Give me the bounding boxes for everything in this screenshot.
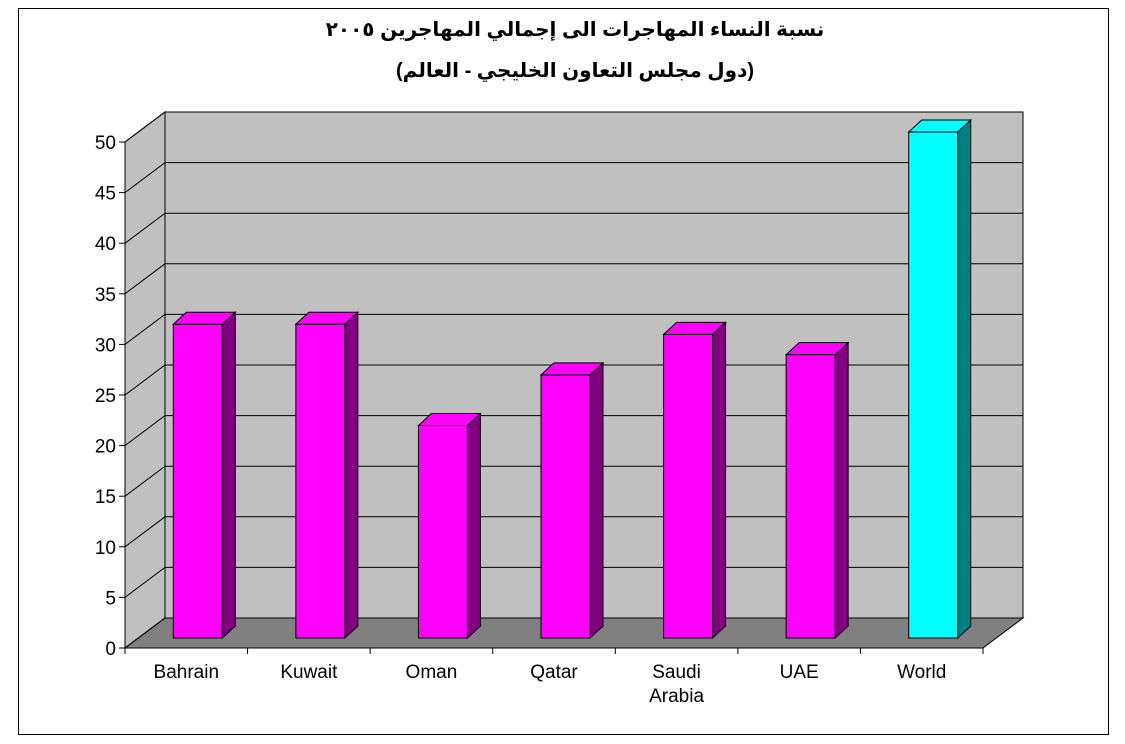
bar bbox=[662, 321, 727, 640]
x-tick-label: UAE bbox=[779, 662, 819, 683]
bar-front bbox=[172, 323, 223, 639]
bar-side bbox=[466, 412, 481, 640]
grid-line bbox=[124, 263, 1023, 295]
bar-top bbox=[784, 342, 850, 356]
y-tick-label: 10 bbox=[95, 538, 116, 559]
bar-top bbox=[417, 412, 482, 426]
grid-line bbox=[124, 212, 1023, 244]
bar-side bbox=[589, 361, 604, 640]
bar bbox=[294, 311, 360, 640]
y-tick-label: 30 bbox=[95, 335, 116, 356]
grid-line bbox=[124, 313, 1023, 345]
bar-side bbox=[221, 311, 236, 640]
bar-top bbox=[294, 311, 360, 325]
bar-side bbox=[344, 311, 359, 640]
grid-line bbox=[124, 162, 1023, 194]
grid-line bbox=[124, 566, 1023, 598]
bar-top bbox=[539, 362, 605, 376]
grid-line bbox=[124, 111, 1023, 143]
y-tick-label: 35 bbox=[95, 285, 116, 306]
x-tick-label: Oman bbox=[405, 662, 458, 683]
bar-front bbox=[785, 354, 836, 639]
y-tick-label: 45 bbox=[95, 184, 116, 205]
grid-line bbox=[124, 465, 1023, 497]
grid-line bbox=[124, 516, 1023, 548]
y-tick-label: 0 bbox=[105, 639, 116, 660]
bar bbox=[172, 311, 237, 640]
grid-line bbox=[124, 415, 1023, 447]
grid-line bbox=[124, 364, 1023, 396]
chart-title: نسبة النساء المهاجرات الى إجمالي المهاجر… bbox=[326, 19, 825, 42]
y-tick-label: 5 bbox=[105, 588, 116, 609]
bar bbox=[539, 361, 605, 640]
y-tick-label: 40 bbox=[95, 234, 116, 255]
bar-side bbox=[712, 321, 727, 640]
bar-front bbox=[540, 374, 591, 639]
grid-line bbox=[124, 617, 1023, 649]
bar-front bbox=[908, 131, 959, 639]
bar-front bbox=[295, 323, 346, 639]
bar bbox=[907, 118, 972, 640]
bar-top bbox=[662, 321, 727, 335]
bar-side bbox=[957, 118, 972, 640]
bar-front bbox=[417, 424, 468, 639]
y-tick-label: 15 bbox=[95, 487, 116, 508]
x-tick-label: Saudi Arabia bbox=[649, 662, 705, 707]
x-tick-label: Kuwait bbox=[280, 662, 338, 683]
bar-top bbox=[907, 119, 972, 133]
x-tick-label: Bahrain bbox=[153, 662, 220, 683]
y-tick-label: 25 bbox=[95, 386, 116, 407]
y-tick-label: 20 bbox=[95, 437, 116, 458]
chart-subtitle: (دول مجلس التعاون الخليجي - العالم) bbox=[396, 60, 754, 83]
bar bbox=[784, 341, 850, 640]
x-tick-label: World bbox=[897, 662, 947, 683]
y-tick-label: 50 bbox=[95, 133, 116, 154]
bar-top bbox=[172, 311, 237, 325]
x-tick-label: Qatar bbox=[530, 662, 578, 683]
bar-side bbox=[834, 341, 849, 640]
bar-front bbox=[663, 333, 714, 639]
bar bbox=[417, 412, 482, 640]
